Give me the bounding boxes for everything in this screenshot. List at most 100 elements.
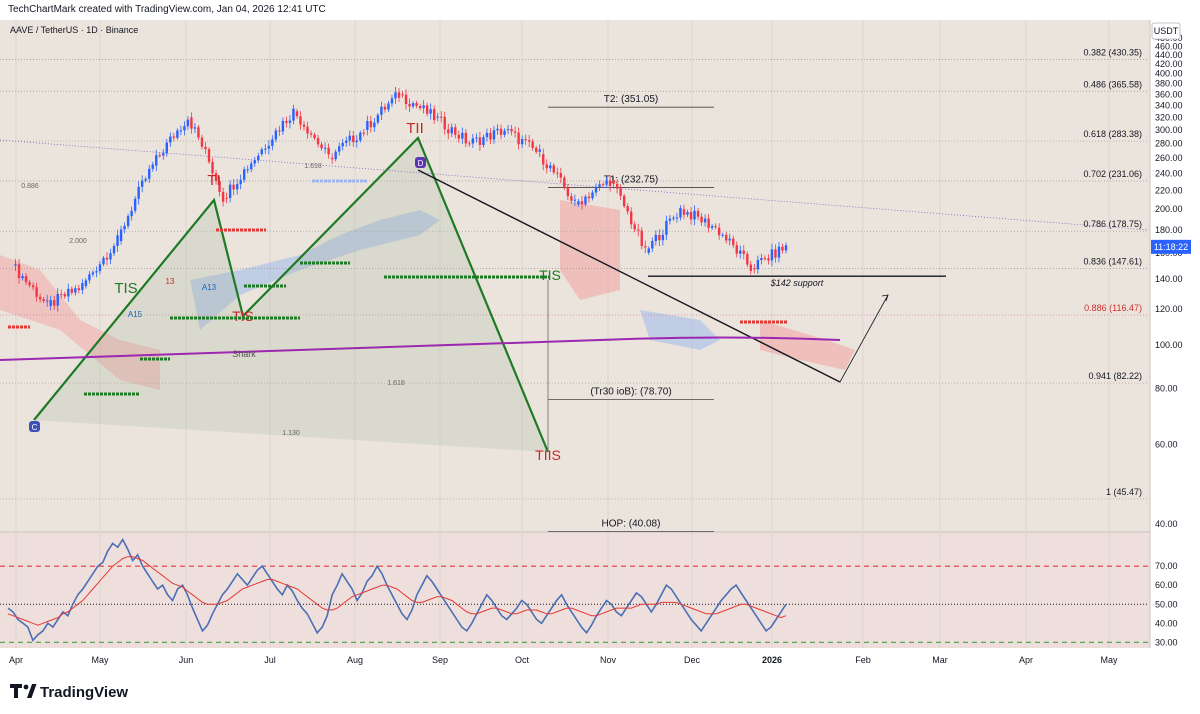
candle-body-17 (74, 288, 77, 293)
candle-body-82 (302, 124, 306, 127)
tv-brand-text: TradingView (40, 684, 128, 701)
candle-body-147 (531, 141, 534, 148)
y-tick-2: 80.00 (1155, 383, 1178, 393)
x-tick-11: Mar (932, 655, 948, 665)
y-tick-3: 100.00 (1155, 340, 1183, 350)
candle-body-88 (323, 147, 327, 149)
candle-body-72 (267, 145, 271, 149)
price-badge-text: 11:18:22 (1154, 242, 1188, 252)
candle-body-124 (450, 127, 453, 134)
y-tick-12: 280.00 (1155, 138, 1183, 148)
candle-body-179 (644, 246, 647, 248)
annotation-13: A15 (128, 310, 143, 319)
candle-body-173 (622, 195, 626, 207)
candle-body-66 (246, 169, 249, 171)
candle-body-200 (717, 227, 721, 236)
candle-body-97 (355, 140, 358, 143)
candle-body-59 (221, 191, 225, 202)
candle-body-104 (380, 106, 383, 115)
candle-body-43 (165, 142, 168, 154)
candle-body-134 (485, 132, 489, 138)
candle-body-126 (457, 134, 461, 139)
trading-chart[interactable]: 0.382 (430.35) 0.486 (365.58) 0.618 (283.3… (0, 20, 1200, 671)
candle-body-76 (281, 120, 285, 132)
candle-body-130 (471, 138, 475, 144)
candle-body-46 (176, 130, 179, 138)
target-label-3: HOP: (40.08) (602, 519, 661, 530)
candle-body-64 (239, 179, 242, 185)
tradingview-logo[interactable]: TradingView (0, 671, 200, 709)
candle-body-100 (366, 121, 369, 130)
candle-body-3 (24, 276, 28, 283)
candle-body-4 (28, 282, 31, 286)
candle-body-108 (394, 92, 397, 99)
candle-body-1 (17, 264, 21, 279)
candle-body-136 (492, 130, 496, 140)
tv-logo-icon (10, 684, 37, 698)
x-tick-5: Sep (432, 655, 448, 665)
candle-body-31 (123, 225, 126, 230)
rsi-pane (0, 538, 1148, 643)
annotation-12: A13 (202, 283, 217, 292)
candle-body-98 (359, 132, 362, 141)
candle-body-33 (130, 210, 133, 217)
currency-box (1151, 22, 1181, 40)
candle-body-101 (369, 121, 373, 128)
candle-body-10 (49, 300, 52, 306)
fib-label-3: 0.702 (231.06) (1083, 169, 1142, 179)
candle-body-114 (415, 103, 418, 106)
annotation-0: TI (207, 172, 220, 189)
pattern-fill (34, 138, 548, 452)
moving-average (0, 336, 841, 361)
candle-body-219 (784, 245, 788, 251)
candle-body-53 (200, 137, 204, 147)
candle-body-199 (714, 226, 717, 228)
candle-body-148 (535, 147, 538, 152)
candle-body-197 (707, 218, 710, 228)
rsi-tick-60: 60.00 (1155, 580, 1178, 590)
candle-body-20 (84, 280, 88, 287)
x-tick-3: Jul (264, 655, 276, 665)
y-tick-14: 320.00 (1155, 112, 1183, 122)
candle-body-27 (109, 253, 112, 260)
price-badge-bg (1151, 239, 1191, 254)
y-tick-1: 60.00 (1155, 440, 1178, 450)
candle-body-195 (700, 216, 703, 223)
fib-label-6: 0.886 (116.47) (1084, 303, 1142, 313)
candle-body-128 (464, 132, 468, 144)
candle-body-139 (503, 130, 506, 135)
candle-body-15 (67, 288, 70, 297)
marker-c-label: C (32, 423, 38, 432)
footer: TradingView (0, 671, 1200, 709)
candle-body-218 (781, 246, 784, 251)
candle-body-206 (739, 250, 742, 254)
candle-body-119 (432, 109, 436, 121)
candle-body-205 (735, 245, 738, 254)
top-bar: TechChartMark created with TradingView.c… (0, 0, 1200, 21)
candle-body-32 (126, 216, 130, 226)
candle-body-196 (703, 218, 707, 223)
candle-body-161 (580, 201, 584, 205)
y-tick-4: 120.00 (1155, 304, 1183, 314)
x-tick-10: Feb (855, 655, 871, 665)
y-tick-8: 200.00 (1155, 204, 1183, 214)
candle-body-138 (499, 128, 503, 135)
rsi-tick-50: 50.00 (1155, 599, 1178, 609)
candle-body-58 (218, 181, 221, 192)
cloud-blue-2 (640, 310, 720, 350)
candle-body-112 (408, 104, 411, 107)
candle-body-86 (316, 138, 320, 145)
fib-label-5: 0.836 (147.61) (1083, 257, 1142, 267)
axes[interactable]: 40.0060.0080.00100.00120.00140.00160.001… (9, 33, 1183, 665)
annotation-7: 1.618 (304, 163, 322, 170)
candle-body-189 (679, 207, 682, 218)
candle-body-151 (545, 164, 548, 169)
candle-body-26 (105, 257, 109, 260)
candle-body-68 (253, 160, 256, 164)
annotation-5: TIIS (535, 447, 561, 463)
candle-body-166 (598, 184, 601, 187)
candle-body-47 (179, 130, 183, 132)
candle-body-121 (440, 116, 443, 118)
candle-body-181 (651, 240, 654, 249)
pattern-legs (33, 136, 550, 453)
